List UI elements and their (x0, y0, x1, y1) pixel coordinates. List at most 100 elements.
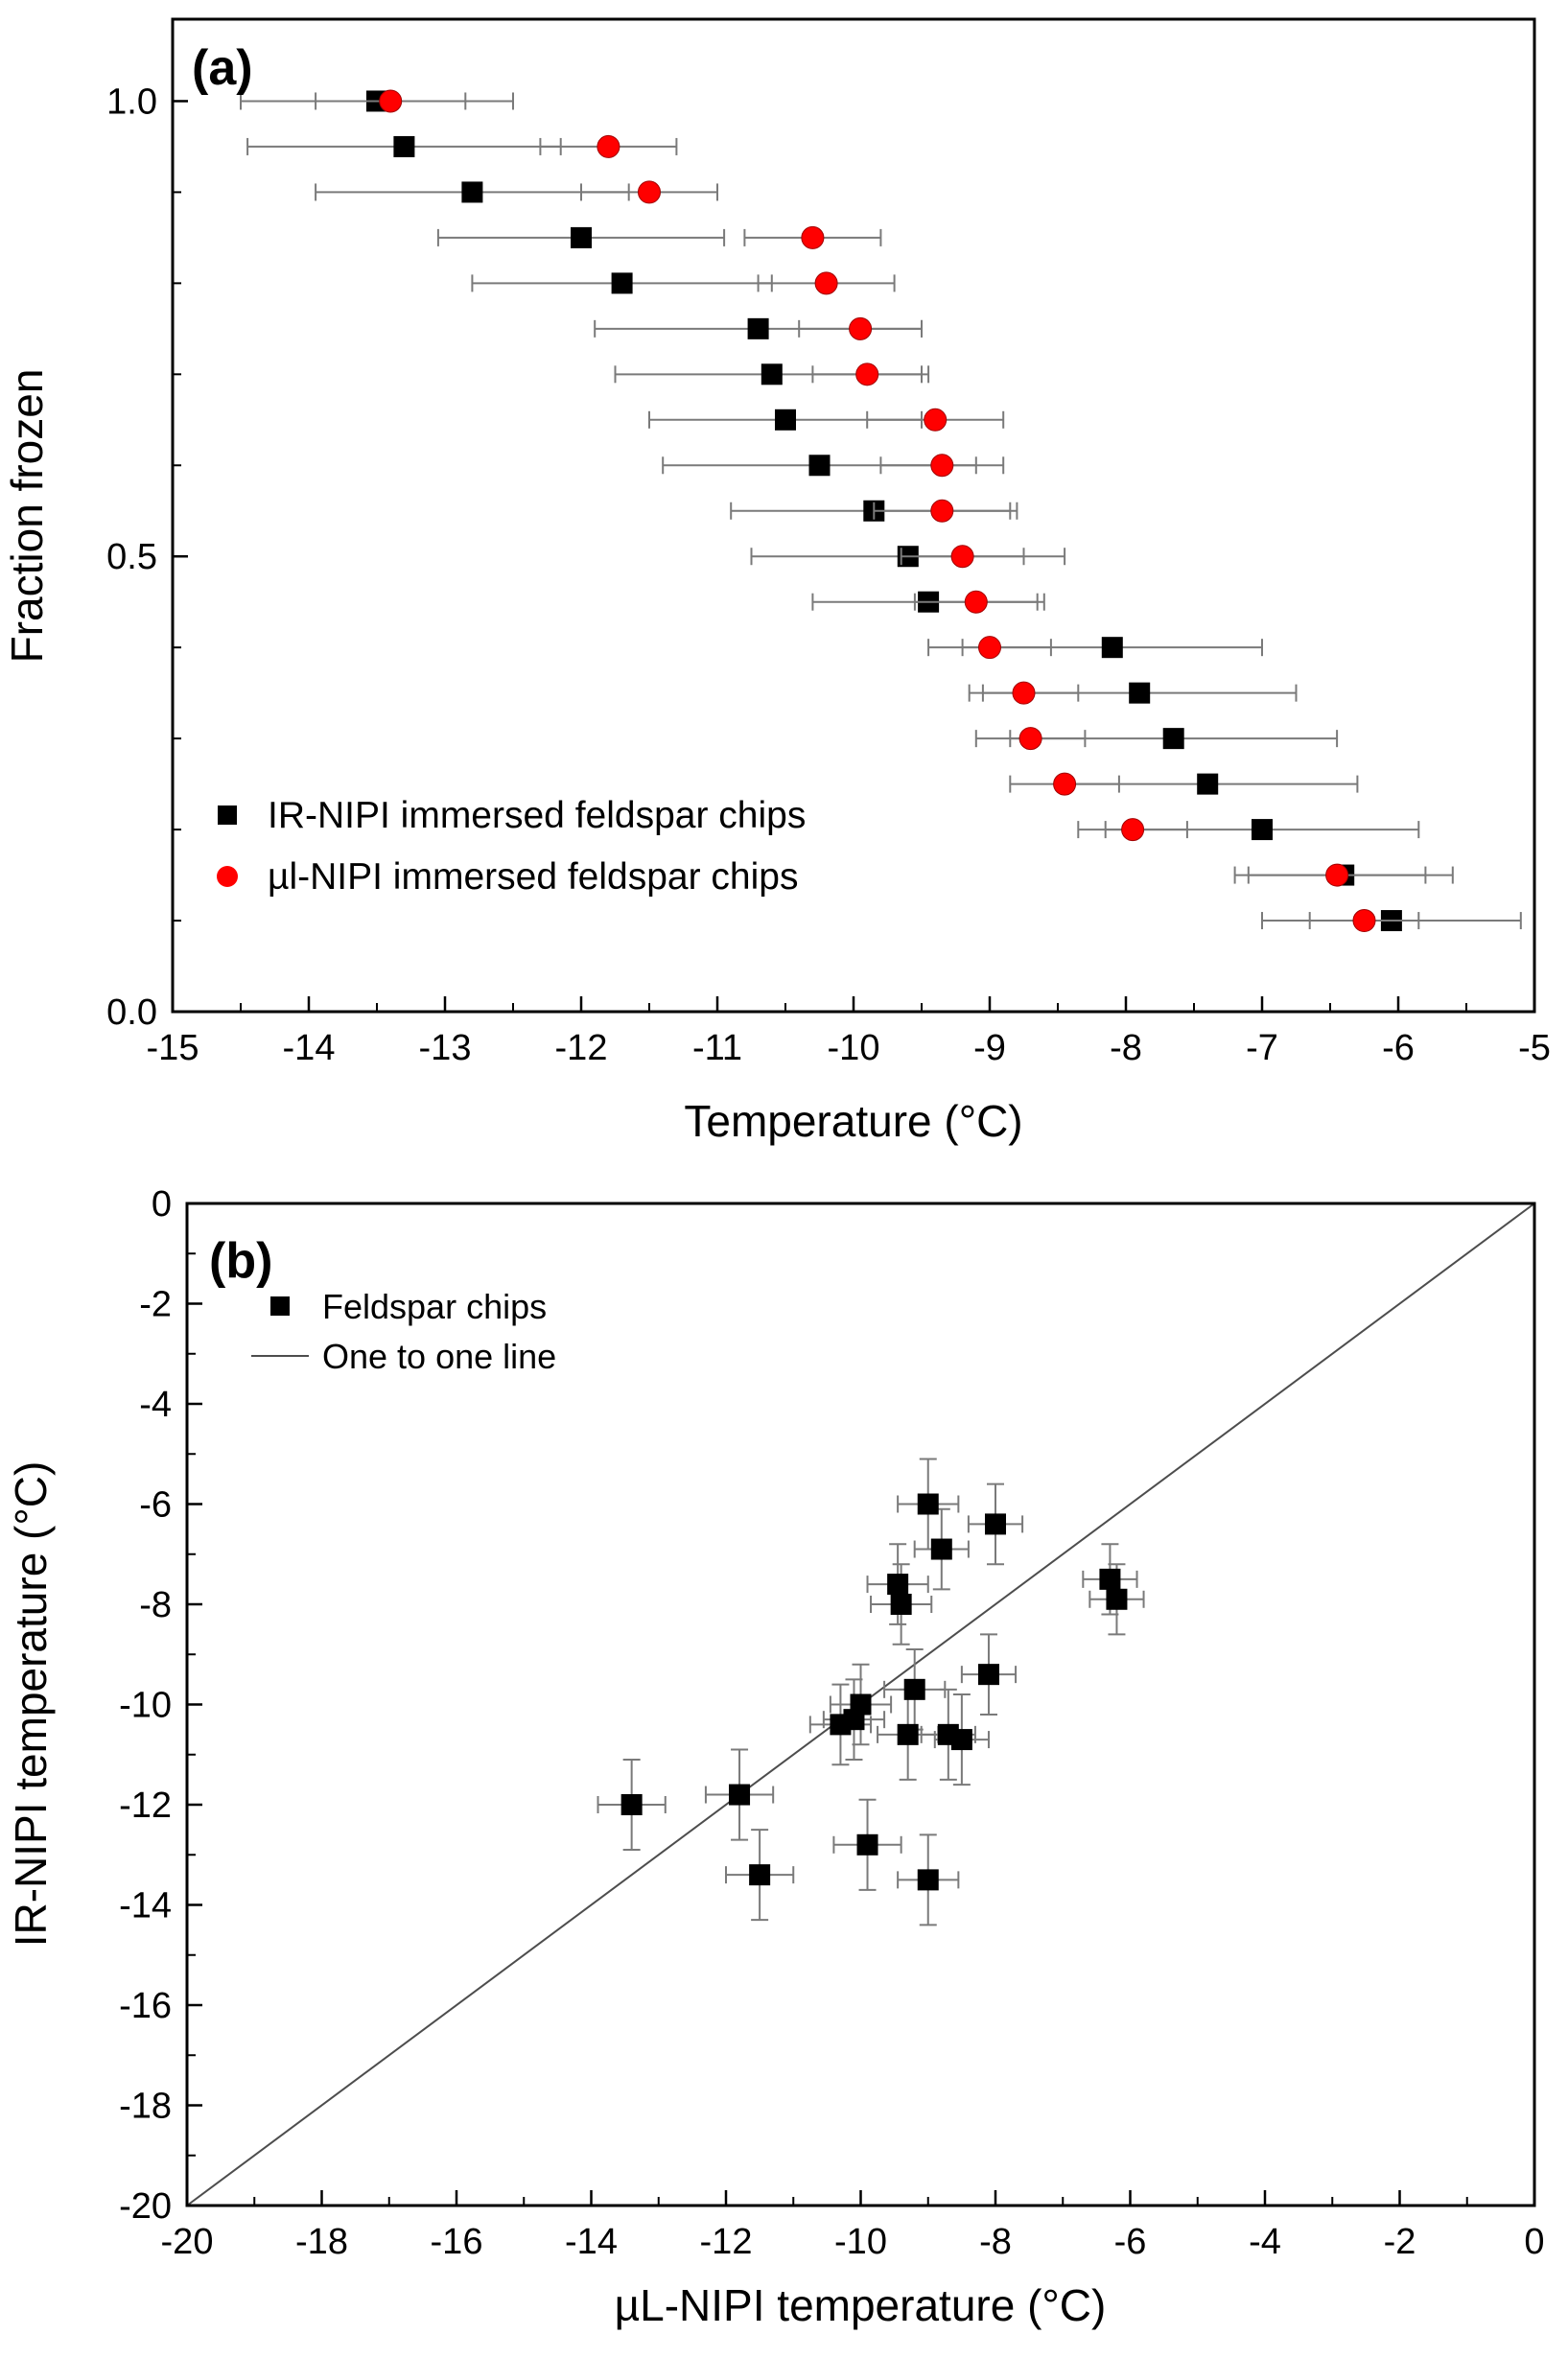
data-point-square (917, 1493, 939, 1515)
data-point-square (1197, 773, 1219, 795)
x-axis-label: Temperature (°C) (684, 1096, 1022, 1146)
x-tick-label: -10 (828, 1028, 880, 1068)
data-point-square (761, 363, 783, 385)
x-tick-label: -8 (979, 2222, 1012, 2262)
x-tick-label: -8 (1110, 1028, 1142, 1068)
data-point-square (1129, 682, 1151, 704)
x-tick-label: -11 (692, 1028, 742, 1068)
legend-label: One to one line (322, 1337, 556, 1376)
x-tick-label: -5 (1518, 1028, 1551, 1068)
data-point-square (856, 1833, 878, 1856)
y-tick-label: -14 (119, 1886, 172, 1926)
data-point-circle (978, 636, 1001, 660)
data-point-circle (950, 545, 974, 569)
data-point-square (950, 1729, 972, 1751)
y-tick-label: -16 (119, 1986, 172, 2026)
data-point-square (903, 1678, 925, 1700)
data-point-circle (1012, 681, 1036, 705)
data-point-circle (1018, 727, 1042, 751)
data-point-square (917, 1869, 939, 1891)
y-tick-label: 0 (152, 1184, 172, 1225)
data-point-square (1162, 728, 1184, 750)
data-point-circle (814, 271, 838, 295)
data-point-circle (849, 316, 873, 340)
data-point-square (775, 409, 796, 431)
data-point-square (1106, 1588, 1128, 1610)
x-tick-label: -20 (161, 2222, 214, 2262)
x-tick-label: -14 (565, 2222, 618, 2262)
data-point-square (977, 1664, 999, 1686)
legend-square-marker (270, 1296, 290, 1316)
data-point-square (808, 455, 831, 477)
legend-label: µl-NIPI immersed feldspar chips (268, 856, 798, 898)
x-tick-label: -6 (1382, 1028, 1415, 1068)
data-point-square (1252, 819, 1273, 841)
data-point-square (461, 181, 483, 203)
data-point-square (897, 1723, 919, 1745)
plot-border (185, 1202, 1536, 2207)
data-point-circle (930, 499, 954, 523)
plot-border (171, 17, 1536, 1014)
data-point-circle (379, 89, 403, 113)
data-point-square (749, 1864, 771, 1886)
data-point-square (887, 1574, 909, 1596)
x-tick-label: -15 (147, 1028, 199, 1068)
panel-label: (a) (192, 40, 253, 96)
x-axis-label: µL-NIPI temperature (°C) (615, 2280, 1107, 2330)
data-point-square (571, 226, 592, 248)
data-point-square (611, 272, 633, 294)
y-tick-label: -8 (139, 1585, 172, 1625)
y-tick-label: 0.0 (106, 992, 157, 1033)
x-tick-label: -16 (431, 2222, 483, 2262)
y-tick-label: -10 (119, 1686, 172, 1726)
y-tick-label: -20 (119, 2186, 172, 2227)
legend-label: Feldspar chips (322, 1287, 547, 1326)
y-tick-label: -6 (139, 1485, 172, 1526)
x-tick-label: -10 (834, 2222, 887, 2262)
data-point-circle (1053, 772, 1077, 796)
panel-a-chart: -15 -14 -13 -12 -11 -10 -9 -8 -7 -6 -5 0.0 0.5 1.0 IR-… (2, 17, 1551, 1146)
y-axis-label: Fraction frozen (2, 369, 52, 664)
data-point-square (1101, 637, 1123, 659)
data-point-square (620, 1794, 643, 1815)
data-point-circle (638, 180, 661, 204)
panel-label: (b) (209, 1233, 272, 1289)
y-tick-label: 0.5 (106, 537, 157, 577)
data-point-square (1099, 1568, 1121, 1590)
data-point-square (890, 1594, 912, 1615)
data-point-circle (1352, 909, 1376, 933)
legend-square-marker (218, 805, 237, 825)
y-axis-label: IR-NIPI temperature (°C) (6, 1461, 56, 1948)
data-point-square (729, 1784, 751, 1806)
x-tick-label: -2 (1384, 2222, 1416, 2262)
x-tick-label: -7 (1246, 1028, 1278, 1068)
y-tick-label: -18 (119, 2087, 172, 2127)
data-point-circle (924, 408, 948, 432)
legend-circle-marker (217, 866, 238, 887)
x-tick-label: -18 (295, 2222, 348, 2262)
data-point-square (985, 1513, 1006, 1535)
data-point-square (747, 317, 769, 339)
x-tick-label: 0 (1524, 2222, 1544, 2262)
x-tick-label: -14 (283, 1028, 336, 1068)
data-point-circle (801, 225, 825, 249)
x-tick-label: -9 (973, 1028, 1006, 1068)
data-point-circle (1121, 818, 1145, 842)
data-point-square (850, 1693, 872, 1716)
x-tick-label: -6 (1114, 2222, 1147, 2262)
data-point-circle (855, 362, 879, 386)
data-point-circle (964, 590, 988, 614)
legend-label: IR-NIPI immersed feldspar chips (268, 795, 806, 836)
y-tick-label: 1.0 (106, 82, 157, 122)
x-tick-label: -13 (419, 1028, 472, 1068)
data-point-circle (930, 454, 954, 478)
data-point-circle (597, 134, 620, 158)
y-tick-label: -12 (119, 1786, 172, 1826)
data-point-square (930, 1538, 952, 1560)
x-tick-label: -12 (555, 1028, 608, 1068)
x-tick-label: -4 (1249, 2222, 1281, 2262)
x-tick-label: -12 (700, 2222, 753, 2262)
y-tick-label: -4 (139, 1385, 172, 1425)
data-point-square (393, 135, 415, 157)
